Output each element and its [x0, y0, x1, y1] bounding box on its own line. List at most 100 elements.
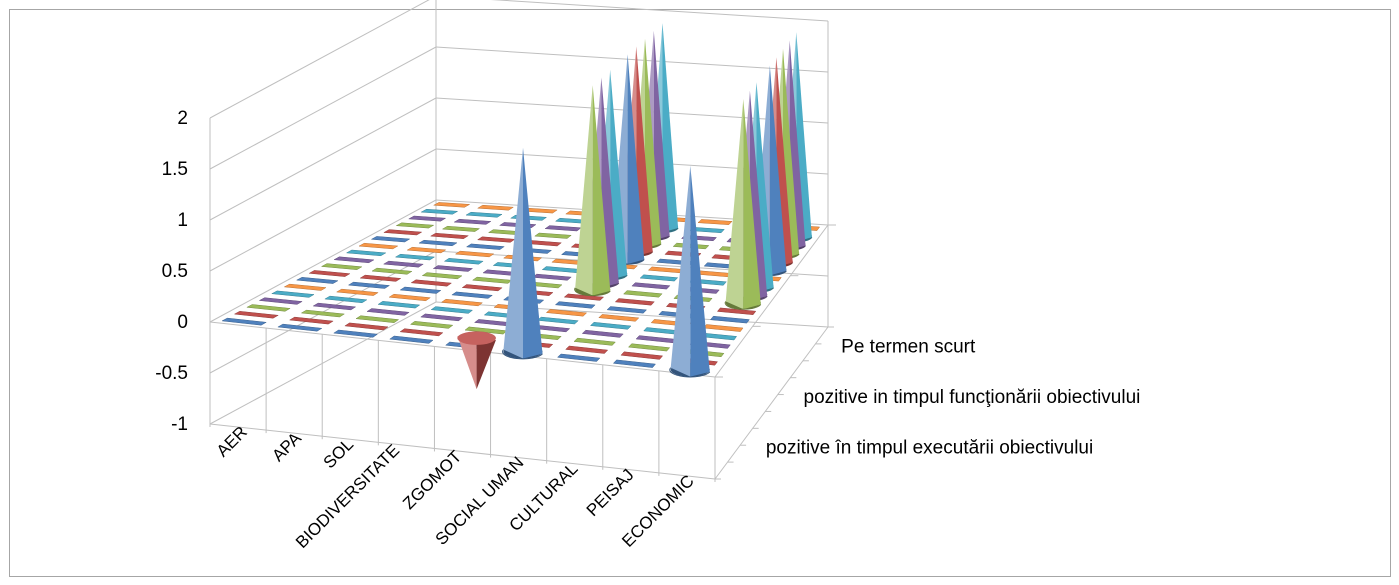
- side-wall-gridline: [209, 97, 437, 221]
- zero-value-marker: [270, 290, 315, 298]
- zero-value-marker: [355, 315, 400, 323]
- zero-value-marker: [320, 263, 363, 270]
- zero-value-marker: [647, 266, 686, 274]
- zero-value-marker: [536, 316, 579, 325]
- cone-right-face: [627, 54, 645, 265]
- zero-value-marker: [441, 225, 481, 232]
- zero-value-marker: [246, 304, 291, 312]
- zero-value-marker: [432, 265, 474, 272]
- cone-cap: [457, 331, 496, 345]
- cone-right-face: [592, 85, 611, 296]
- zero-value-marker: [573, 337, 616, 346]
- side-wall-gridline: [209, 301, 437, 425]
- zero-value-marker: [345, 249, 387, 257]
- cones: [457, 23, 813, 390]
- side-wall-gridline: [209, 0, 430, 119]
- zero-value-marker: [563, 293, 605, 301]
- zero-value-marker: [554, 301, 596, 309]
- zero-value-marker: [465, 243, 505, 250]
- zero-value-marker: [421, 272, 463, 280]
- zero-value-marker: [635, 335, 678, 344]
- zero-value-marker: [606, 306, 648, 314]
- cone-left-face: [575, 85, 593, 296]
- zero-value-marker: [300, 309, 346, 318]
- cone-right-face: [690, 165, 710, 377]
- cone-right-face: [610, 69, 628, 280]
- zero-value-marker: [623, 290, 663, 298]
- cone-base-edge: [502, 349, 543, 360]
- series-label: pozitive in timpul funcţionării obiectiv…: [804, 387, 1141, 408]
- cone-left-face: [457, 336, 477, 390]
- zero-value-marker: [420, 208, 459, 215]
- zero-value-marker: [451, 291, 493, 299]
- cone-right-face: [662, 23, 679, 233]
- series-label: pozitive în timpul executării obiectivul…: [766, 438, 1093, 459]
- zero-value-marker: [565, 345, 609, 354]
- zero-value-marker: [614, 298, 655, 306]
- zero-value-marker: [308, 270, 351, 277]
- cone-right-face: [743, 99, 761, 310]
- cone-left-face: [670, 165, 691, 377]
- zero-value-marker: [406, 246, 447, 254]
- zero-value-marker: [382, 260, 424, 268]
- front-bottom-edge: [209, 423, 716, 480]
- y-tick-label: -0.5: [155, 363, 188, 384]
- cone-right-face: [636, 46, 653, 257]
- zero-value-marker: [388, 293, 432, 302]
- zero-value-marker: [324, 295, 368, 304]
- zero-value-marker: [531, 273, 572, 281]
- zero-value-marker: [639, 274, 679, 282]
- zero-value-marker: [716, 307, 757, 315]
- zero-value-marker: [545, 309, 588, 317]
- zero-value-marker: [453, 218, 492, 225]
- zero-value-marker: [471, 276, 513, 284]
- y-tick-label: 1.5: [162, 159, 188, 180]
- zero-value-marker: [335, 288, 379, 296]
- zero-value-marker: [598, 314, 640, 322]
- zero-value-marker: [371, 267, 413, 275]
- zero-value-marker: [696, 270, 734, 278]
- zero-value-marker: [370, 236, 411, 243]
- zero-value-marker: [358, 242, 399, 250]
- category-label: PEISAJ: [583, 465, 638, 520]
- zero-value-marker: [534, 232, 572, 239]
- cone-right-face: [645, 38, 662, 249]
- y-tick-label: 0.5: [162, 261, 188, 282]
- zero-value-marker: [465, 211, 503, 218]
- zero-value-marker: [418, 239, 458, 247]
- zero-value-marker: [366, 308, 410, 316]
- back-wall-gridline: [435, 46, 829, 73]
- zero-value-marker: [476, 204, 515, 211]
- zero-value-marker: [556, 353, 601, 362]
- cone-right-face: [476, 338, 496, 390]
- zero-value-marker: [612, 359, 656, 368]
- zero-value-marker: [443, 258, 484, 265]
- zero-value-marker: [544, 225, 582, 232]
- zero-value-marker: [295, 277, 339, 284]
- zero-value-marker: [627, 343, 671, 352]
- zero-value-marker: [383, 229, 423, 236]
- zero-value-marker: [288, 316, 334, 325]
- cone-right-face: [523, 147, 543, 359]
- zero-value-marker: [710, 315, 750, 324]
- zero-value-marker: [454, 250, 495, 258]
- cone-base-edge: [669, 367, 711, 378]
- zero-value-marker: [283, 283, 327, 291]
- zero-value-marker: [333, 256, 375, 264]
- zero-value-marker: [620, 351, 664, 360]
- cone-right-face: [653, 30, 670, 241]
- zero-value-marker: [333, 329, 379, 338]
- y-tick-label: -1: [171, 414, 188, 435]
- right-bottom-edge: [714, 326, 829, 480]
- side-wall-gridline: [209, 199, 437, 323]
- zero-value-marker: [394, 253, 436, 261]
- zero-value-marker: [359, 274, 402, 282]
- zero-value-marker: [277, 323, 323, 332]
- zero-value-marker: [399, 328, 444, 337]
- zero-value-marker: [347, 281, 391, 289]
- zero-value-marker: [432, 202, 471, 208]
- category-label: SOL: [320, 435, 357, 472]
- zero-value-marker: [258, 297, 303, 305]
- cone-right-face: [769, 65, 787, 276]
